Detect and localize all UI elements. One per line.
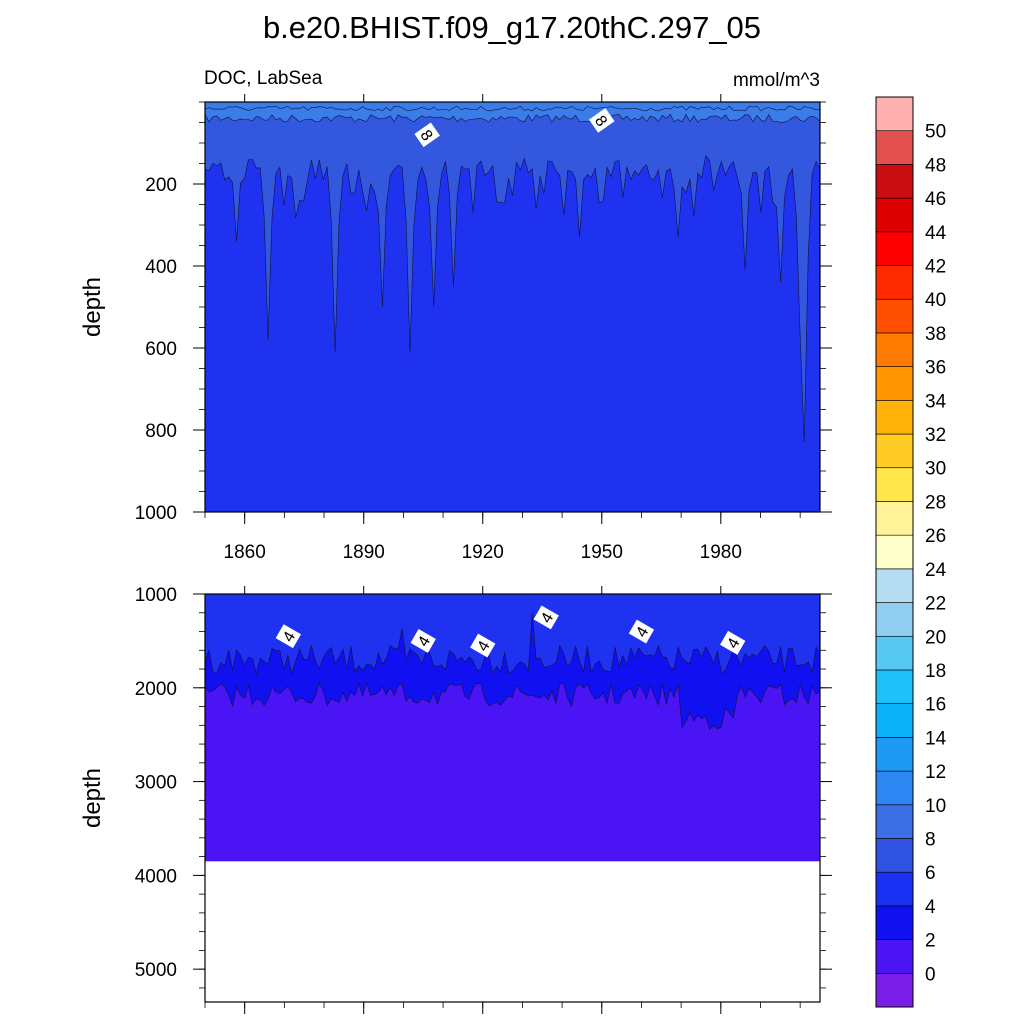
colorbar-label: 34 bbox=[925, 391, 947, 412]
colorbar-label: 46 bbox=[925, 189, 946, 210]
colorbar-swatch bbox=[875, 770, 914, 806]
colorbar-label: 2 bbox=[925, 931, 936, 952]
upper-y-tick-label: 200 bbox=[145, 175, 177, 196]
colorbar-swatch bbox=[875, 231, 914, 266]
colorbar-label: 50 bbox=[925, 122, 946, 143]
colorbar-label: 28 bbox=[925, 492, 946, 513]
colorbar-swatch bbox=[875, 838, 914, 873]
colorbar-label: 6 bbox=[925, 863, 936, 884]
lower-contour-label: 4 bbox=[533, 605, 559, 630]
colorbar-swatch bbox=[875, 467, 914, 502]
contour-label-bg bbox=[720, 630, 746, 655]
colorbar-label: 38 bbox=[925, 324, 946, 345]
upper-y-axis-label: depth bbox=[79, 277, 106, 337]
colorbar-label: 24 bbox=[925, 560, 947, 581]
upper-x-tick-label: 1890 bbox=[343, 542, 385, 563]
colorbar-label: 16 bbox=[925, 695, 946, 716]
colorbar-swatch bbox=[875, 871, 914, 907]
colorbar-label: 20 bbox=[925, 627, 946, 648]
lower-contour-label: 4 bbox=[410, 628, 436, 653]
lower-y-tick-label: 4000 bbox=[135, 866, 177, 887]
colorbar-label: 26 bbox=[925, 526, 946, 547]
upper-y-tick-label: 400 bbox=[145, 257, 177, 278]
colorbar-swatch bbox=[875, 433, 914, 469]
variable-label: DOC, LabSea bbox=[204, 68, 323, 89]
colorbar-swatch bbox=[875, 400, 914, 435]
lower-frame bbox=[204, 593, 821, 1003]
colorbar-swatch bbox=[875, 298, 914, 334]
upper-contour-label: 8 bbox=[588, 108, 615, 133]
lower-y-tick-label: 1000 bbox=[135, 585, 177, 606]
colorbar-label: 4 bbox=[925, 897, 936, 918]
contour-label-bg bbox=[470, 633, 496, 658]
colorbar-swatch bbox=[875, 602, 914, 637]
colorbar-swatch bbox=[875, 905, 914, 940]
colorbar-swatch bbox=[875, 939, 914, 974]
colorbar-label: 48 bbox=[925, 155, 946, 176]
colorbar-label: 42 bbox=[925, 257, 946, 278]
contour-label-bg bbox=[275, 624, 301, 649]
colorbar-label: 8 bbox=[925, 829, 936, 850]
colorbar-swatch bbox=[875, 130, 914, 165]
colorbar-swatch bbox=[875, 197, 914, 233]
upper-plot-area: 200 400 600 800 1000 8 8 1860 1890 1920 1950 1980 bbox=[135, 94, 832, 563]
lower-contour-label: 4 bbox=[628, 619, 655, 644]
colorbar-label: 18 bbox=[925, 661, 946, 682]
contour-label-bg bbox=[588, 108, 615, 133]
colorbar-label: 10 bbox=[925, 796, 946, 817]
upper-x-tick-label: 1860 bbox=[224, 542, 266, 563]
colorbar-label: 14 bbox=[925, 728, 947, 749]
colorbar-label: 40 bbox=[925, 290, 946, 311]
colorbar-label: 0 bbox=[925, 964, 936, 985]
colorbar-swatch bbox=[875, 703, 914, 738]
upper-y-tick-label: 800 bbox=[145, 421, 177, 442]
chart-title: b.e20.BHIST.f09_g17.20thC.297_05 bbox=[263, 10, 761, 45]
lower-y-axis-label: depth bbox=[79, 768, 106, 828]
colorbar-swatch bbox=[875, 804, 914, 839]
colorbar-label: 22 bbox=[925, 594, 946, 615]
upper-y-tick-label: 600 bbox=[145, 339, 177, 360]
colorbar-swatch bbox=[875, 332, 914, 367]
contour-label-bg bbox=[628, 619, 655, 644]
colorbar-swatch bbox=[875, 265, 914, 300]
colorbar-swatch bbox=[875, 96, 914, 132]
units-label: mmol/m^3 bbox=[733, 70, 820, 91]
colorbar-swatch bbox=[875, 366, 914, 401]
upper-x-tick-label: 1950 bbox=[581, 542, 623, 563]
colorbar-label: 30 bbox=[925, 459, 946, 480]
lower-contour-label: 4 bbox=[275, 624, 301, 649]
upper-band-surface bbox=[204, 101, 821, 124]
colorbar-swatch bbox=[875, 635, 914, 671]
colorbar-frame bbox=[875, 96, 914, 1008]
colorbar: 0246810121416182022242628303234363840424… bbox=[875, 96, 947, 1008]
upper-contour-label: 8 bbox=[414, 122, 440, 148]
lower-y-tick-label: 2000 bbox=[135, 679, 177, 700]
contour-label-bg bbox=[533, 605, 559, 630]
lower-plot-area: 1000 2000 3000 4000 5000 4 4 4 4 4 4 bbox=[135, 585, 832, 1014]
lower-band-upper bbox=[204, 593, 821, 675]
upper-y-tick-label: 1000 bbox=[135, 503, 177, 524]
upper-x-tick-label: 1980 bbox=[700, 542, 742, 563]
colorbar-swatch bbox=[875, 164, 914, 199]
colorbar-label: 32 bbox=[925, 425, 946, 446]
colorbar-swatch bbox=[875, 972, 914, 1008]
colorbar-label: 12 bbox=[925, 762, 946, 783]
contour-label-bg bbox=[410, 628, 436, 653]
colorbar-swatch bbox=[875, 737, 914, 772]
colorbar-swatch bbox=[875, 534, 914, 570]
colorbar-swatch bbox=[875, 501, 914, 536]
lower-y-tick-label: 5000 bbox=[135, 960, 177, 981]
colorbar-swatch bbox=[875, 568, 914, 603]
colorbar-label: 36 bbox=[925, 358, 946, 379]
upper-x-tick-label: 1920 bbox=[462, 542, 504, 563]
lower-contour-label: 4 bbox=[720, 630, 746, 655]
lower-contour-label: 4 bbox=[470, 633, 496, 658]
upper-contour-line bbox=[204, 105, 821, 112]
lower-y-tick-label: 3000 bbox=[135, 773, 177, 794]
colorbar-swatch bbox=[875, 669, 914, 704]
upper-band-mid bbox=[204, 101, 821, 443]
colorbar-label: 44 bbox=[925, 223, 947, 244]
contour-label-bg bbox=[414, 122, 440, 148]
